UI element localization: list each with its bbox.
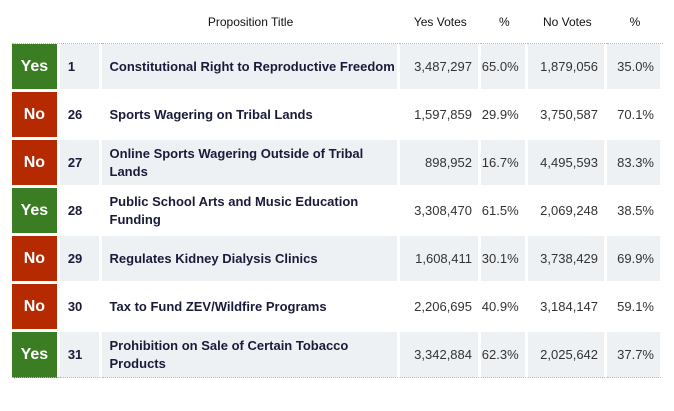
header-blank (12, 0, 102, 44)
result-badge: No (12, 284, 60, 332)
table-row: Yes 31 Prohibition on Sale of Certain Toba… (12, 332, 663, 378)
no-votes: 1,879,056 (527, 44, 608, 92)
yes-pct: 61.5% (481, 188, 528, 236)
prop-title: Prohibition on Sale of Certain Tobacco P… (101, 332, 400, 378)
table-row: No 29 Regulates Kidney Dialysis Clinics 1,6… (12, 236, 663, 284)
table-row: No 30 Tax to Fund ZEV/Wildfire Programs 2,2… (12, 284, 663, 332)
result-badge: Yes (12, 188, 60, 236)
result-badge: No (12, 92, 60, 140)
result-badge: No (12, 236, 60, 284)
no-votes: 3,738,429 (527, 236, 608, 284)
prop-title: Online Sports Wagering Outside of Tribal… (101, 140, 400, 188)
yes-pct: 16.7% (481, 140, 528, 188)
table-row: Yes 28 Public School Arts and Music Educat… (12, 188, 663, 236)
no-votes: 4,495,593 (527, 140, 608, 188)
table-row: No 26 Sports Wagering on Tribal Lands 1,597… (12, 92, 663, 140)
prop-title: Public School Arts and Music Education F… (101, 188, 400, 236)
header-yes-pct: % (481, 0, 528, 44)
table-row: Yes 1 Constitutional Right to Reproductive… (12, 44, 663, 92)
no-pct: 83.3% (607, 140, 663, 188)
no-pct: 38.5% (607, 188, 663, 236)
yes-votes: 3,308,470 (399, 188, 481, 236)
yes-pct: 40.9% (481, 284, 528, 332)
result-badge: No (12, 140, 60, 188)
prop-number: 28 (59, 188, 102, 236)
prop-number: 26 (59, 92, 102, 140)
no-pct: 37.7% (607, 332, 663, 378)
no-votes: 2,025,642 (527, 332, 608, 378)
yes-votes: 3,487,297 (399, 44, 481, 92)
prop-title: Sports Wagering on Tribal Lands (101, 92, 400, 140)
yes-pct: 29.9% (481, 92, 528, 140)
no-votes: 3,184,147 (527, 284, 608, 332)
yes-votes: 898,952 (399, 140, 481, 188)
prop-number: 30 (59, 284, 102, 332)
header-title: Proposition Title (101, 0, 400, 44)
prop-number: 31 (59, 332, 102, 378)
result-badge: Yes (12, 332, 60, 378)
prop-title: Constitutional Right to Reproductive Fre… (101, 44, 400, 92)
prop-title: Regulates Kidney Dialysis Clinics (101, 236, 400, 284)
prop-number: 1 (59, 44, 102, 92)
yes-votes: 3,342,884 (399, 332, 481, 378)
header-row: Proposition Title Yes Votes % No Votes % (12, 0, 663, 44)
propositions-table: Proposition Title Yes Votes % No Votes %… (12, 0, 663, 378)
result-badge: Yes (12, 44, 60, 92)
header-no-votes: No Votes (527, 0, 608, 44)
no-pct: 59.1% (607, 284, 663, 332)
header-yes-votes: Yes Votes (399, 0, 481, 44)
table-row: No 27 Online Sports Wagering Outside of Tr… (12, 140, 663, 188)
yes-pct: 65.0% (481, 44, 528, 92)
no-pct: 69.9% (607, 236, 663, 284)
prop-title: Tax to Fund ZEV/Wildfire Programs (101, 284, 400, 332)
yes-votes: 1,608,411 (399, 236, 481, 284)
no-pct: 35.0% (607, 44, 663, 92)
no-votes: 3,750,587 (527, 92, 608, 140)
yes-pct: 62.3% (481, 332, 528, 378)
no-votes: 2,069,248 (527, 188, 608, 236)
header-no-pct: % (607, 0, 663, 44)
no-pct: 70.1% (607, 92, 663, 140)
yes-pct: 30.1% (481, 236, 528, 284)
yes-votes: 2,206,695 (399, 284, 481, 332)
prop-number: 27 (59, 140, 102, 188)
yes-votes: 1,597,859 (399, 92, 481, 140)
prop-number: 29 (59, 236, 102, 284)
